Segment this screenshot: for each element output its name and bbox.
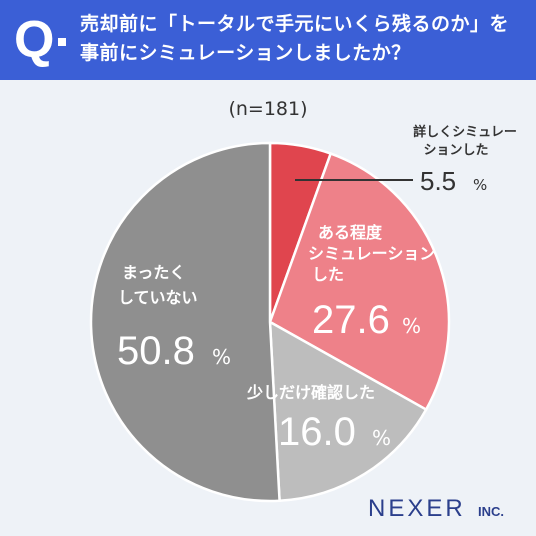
value-detailed-unit: % bbox=[473, 176, 487, 194]
pie-slice-somewhat bbox=[268, 152, 451, 412]
question-line-1: 売却前に「トータルで手元にいくら残るのか」を bbox=[80, 13, 510, 35]
question-mark-q: Q bbox=[14, 11, 55, 69]
sample-size-label: (n=181) bbox=[228, 98, 307, 120]
value-quick-unit: % bbox=[372, 426, 391, 450]
label-quick-line1: 少しだけ確認した bbox=[246, 383, 375, 402]
question-header: Q 売却前に「トータルで手元にいくら残るのか」を 事前にシミュレーションしました… bbox=[0, 0, 536, 80]
value-somewhat: 27.6 bbox=[312, 298, 390, 342]
question-text: 売却前に「トータルで手元にいくら残るのか」を 事前にシミュレーションしましたか？ bbox=[80, 10, 530, 68]
value-none-unit: % bbox=[212, 345, 231, 369]
question-mark-dot bbox=[58, 38, 66, 46]
value-somewhat-unit: % bbox=[402, 314, 421, 338]
value-none: 50.8 bbox=[117, 329, 195, 373]
value-detailed: 5.5 bbox=[420, 166, 456, 196]
label-detailed-line2: ションした bbox=[423, 143, 488, 158]
label-none-line2: していない bbox=[118, 288, 198, 307]
pie-slices bbox=[89, 141, 451, 503]
pie-slice-quick bbox=[268, 319, 428, 503]
label-somewhat-line1: ある程度 bbox=[318, 223, 383, 242]
brand-name: NEXER bbox=[368, 495, 466, 522]
value-quick: 16.0 bbox=[278, 410, 356, 454]
pie-slice-none bbox=[89, 141, 281, 503]
label-somewhat-line2: シミュレーション bbox=[308, 244, 435, 263]
label-none-line1: まったく bbox=[122, 263, 185, 282]
label-detailed-line1: 詳しくシミュレー bbox=[413, 124, 517, 140]
brand-suffix: INC. bbox=[478, 504, 504, 519]
label-somewhat-line3: した bbox=[312, 265, 344, 284]
question-line-2: 事前にシミュレーションしましたか？ bbox=[80, 42, 411, 64]
